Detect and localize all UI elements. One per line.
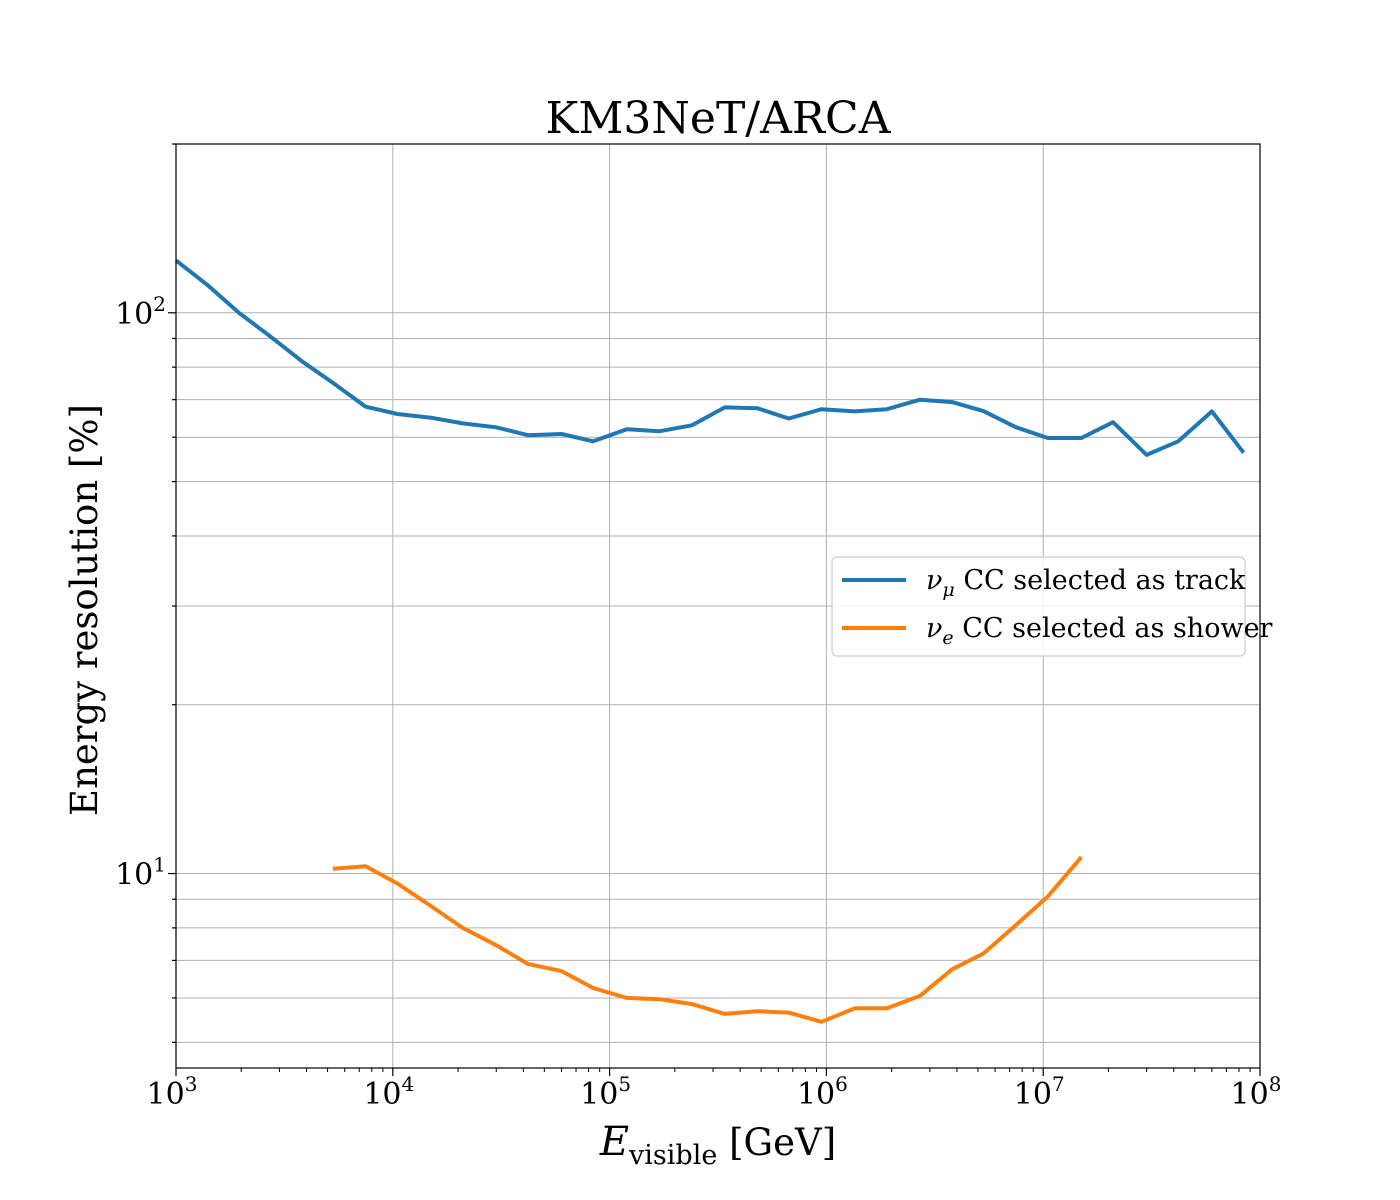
legend: νμ CC selected as track νe CC selected as…: [831, 556, 1273, 657]
y-tick-label: 102: [115, 292, 166, 332]
x-tick-label: 108: [1231, 1072, 1282, 1112]
legend-box: [831, 556, 1246, 657]
x-tick-label: 106: [797, 1072, 848, 1112]
x-tick-label: 103: [147, 1072, 198, 1112]
x-axis-label-main: E: [599, 1119, 629, 1165]
x-tick-label: 104: [363, 1072, 414, 1112]
series-line-numu-track: [174, 258, 1246, 457]
y-tick-label: 101: [115, 853, 166, 893]
axis-ticks: 103 104 105 106 107 108 101 102: [115, 143, 1282, 1112]
legend-label-nue-shower: νe CC selected as shower: [926, 613, 1273, 649]
chart-title: KM3NeT/ARCA: [546, 93, 892, 144]
x-axis-label-sub: visible: [628, 1140, 717, 1171]
legend-label-numu-track: νμ CC selected as track: [926, 565, 1246, 601]
x-axis-label: Evisible [GeV]: [599, 1119, 836, 1171]
series-line-nue-shower: [332, 855, 1083, 1024]
x-tick-label: 107: [1014, 1072, 1065, 1112]
series-layer: [174, 258, 1246, 1024]
x-tick-label: 105: [580, 1072, 631, 1112]
y-axis-label: Energy resolution [%]: [63, 404, 106, 816]
x-axis-label-rest: [GeV]: [717, 1121, 836, 1164]
